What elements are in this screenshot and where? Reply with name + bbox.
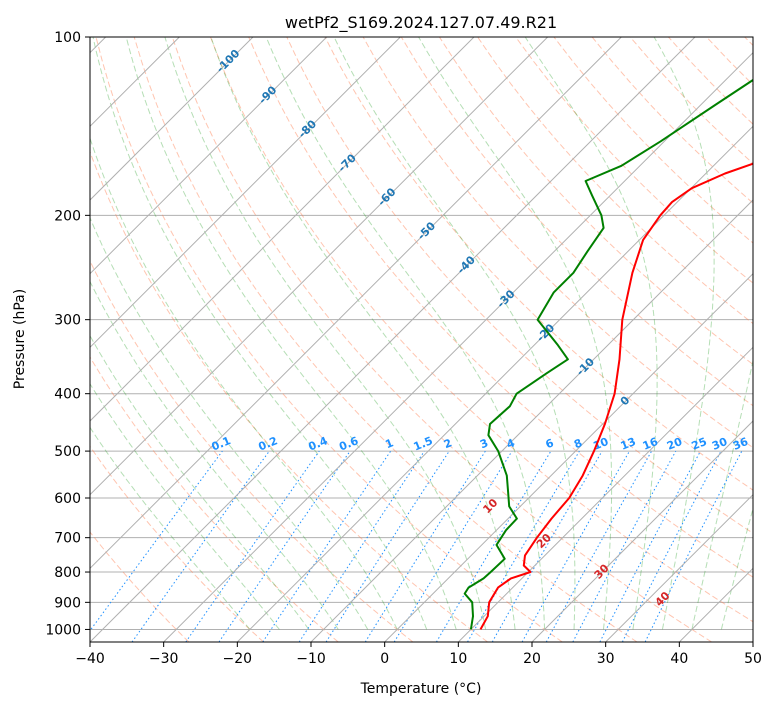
mixing-ratio-label: 3 [478, 436, 490, 451]
moist-adiabat-line [653, 37, 715, 630]
mixing-ratio-line [131, 450, 270, 642]
x-tick-label: 0 [380, 651, 389, 667]
isotherm-line [457, 346, 753, 642]
moist-adiabat-line [418, 37, 613, 630]
x-tick-label: 50 [744, 651, 762, 667]
dry-adiabat-line [90, 356, 339, 642]
moist-adiabat-line [90, 382, 280, 630]
isotherm-line [384, 272, 753, 642]
y-tick-label: 600 [54, 491, 81, 507]
x-tick-label: 30 [597, 651, 615, 667]
y-tick-label: 500 [54, 444, 81, 460]
dewpoint-profile [463, 78, 753, 630]
dry-adiabat-line [95, 37, 563, 642]
isotherm-line [90, 37, 549, 496]
mixing-ratio-line [393, 450, 513, 642]
dry-adiabat-line [90, 531, 190, 642]
isotherm-line [236, 125, 753, 642]
dry-adiabat-line [90, 150, 488, 642]
dry-adiabat-line [515, 37, 753, 284]
isotherm-line [531, 420, 753, 642]
y-tick-label: 1000 [45, 622, 81, 638]
moist-adiabat-line [210, 37, 516, 630]
moist-adiabat-line [90, 426, 251, 630]
temperature-profile [479, 162, 753, 630]
skewed-isotherms [90, 37, 753, 642]
x-axis-label: Temperature (°C) [360, 681, 482, 697]
mixing-ratio-label: 8 [572, 436, 584, 451]
mixing-ratio-line [644, 450, 743, 642]
mixing-ratio-line [545, 450, 653, 642]
mixing-ratio-label: 20 [665, 435, 684, 453]
y-tick-label: 800 [54, 565, 81, 581]
isotherm-line [90, 37, 328, 275]
plot-frame [89, 36, 754, 643]
moist-adiabat-line [92, 37, 428, 630]
dry-adiabat-line [248, 37, 753, 578]
isotherm-line [90, 37, 475, 422]
x-axis-ticks: −40 −30 −20 −10 0 10 20 30 40 50 [75, 642, 762, 667]
mixing-ratio-label: 1 [383, 436, 395, 451]
mixing-ratio-label: 25 [690, 435, 709, 453]
mixing-ratio-label: 2 [442, 436, 454, 451]
isotherm-line [163, 51, 753, 642]
moist-adiabat-line [164, 37, 487, 630]
isotherm-line [90, 37, 696, 642]
isotherm-line [605, 493, 753, 642]
isotherm-line [90, 37, 401, 349]
y-axis-label: Pressure (hPa) [12, 289, 28, 389]
x-tick-label: −40 [75, 651, 105, 667]
moist-adiabat-line [125, 37, 457, 630]
x-tick-label: −30 [149, 651, 179, 667]
moist-adiabats [90, 37, 753, 630]
mixing-ratio-label: 16 [641, 435, 660, 453]
x-tick-label: 10 [449, 651, 467, 667]
mixing-ratio-line [262, 450, 392, 642]
y-tick-label: 700 [54, 531, 81, 547]
moist-adiabat-line [691, 358, 753, 630]
dry-adiabat-line [438, 37, 753, 366]
isotherm-line [310, 199, 753, 642]
moist-adiabat-line [333, 37, 576, 630]
mixing-ratio-lines [90, 450, 743, 642]
mixing-ratio-line [572, 450, 677, 642]
y-tick-label: 200 [54, 208, 81, 224]
moist-adiabat-line [265, 37, 546, 630]
y-tick-label: 100 [54, 30, 81, 46]
chart-title: wetPf2_S169.2024.127.07.49.R21 [285, 13, 557, 33]
moist-adiabat-line [524, 37, 658, 630]
mixing-ratio-label: 36 [731, 435, 750, 453]
x-tick-label: 20 [523, 651, 541, 667]
mixing-ratio-line [185, 450, 320, 642]
isotherm-line [90, 37, 254, 201]
mixing-ratio-line [521, 450, 630, 642]
dry-adiabat-line [210, 37, 753, 623]
y-tick-label: 400 [54, 387, 81, 403]
isotherm-line [90, 37, 622, 570]
x-tick-label: −20 [223, 651, 253, 667]
sounding-profiles [463, 78, 753, 630]
mixing-ratio-label: 13 [619, 435, 638, 453]
mixing-ratio-line [218, 450, 351, 642]
dry-adiabat-line [90, 445, 264, 642]
mixing-ratio-line [325, 450, 450, 642]
mixing-ratio-line [298, 450, 425, 642]
x-tick-label: 40 [670, 651, 688, 667]
pressure-gridlines [90, 37, 753, 630]
moist-adiabat-line [90, 216, 369, 630]
x-tick-label: −10 [296, 651, 326, 667]
dry-adiabat-line [133, 37, 638, 642]
dry-adiabat-line [400, 37, 753, 407]
mixing-ratio-line [90, 450, 223, 632]
y-tick-label: 900 [54, 595, 81, 611]
y-tick-label: 300 [54, 313, 81, 329]
y-axis-ticks: 100 200 300 400 500 600 700 800 900 1000 [45, 30, 90, 638]
moist-adiabat-line [90, 136, 398, 630]
mixing-ratio-label: 30 [710, 435, 729, 453]
